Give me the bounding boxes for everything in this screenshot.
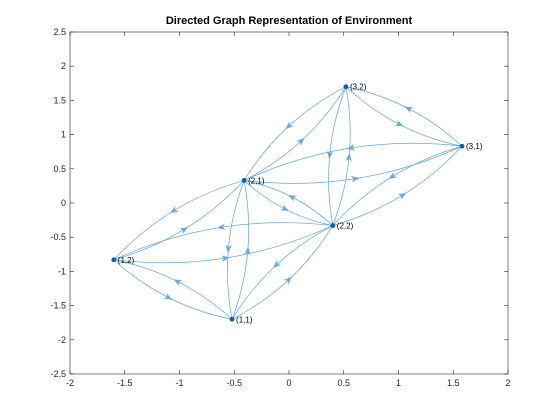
axis-ticks: -2 -1.5 -1 -0.5 0 0.5 1 1.5 2-2.5-2-1.5-1-0.500.…: [50, 27, 510, 388]
edge-arrow: [388, 172, 397, 179]
edge-arrow: [346, 144, 356, 151]
edge-arrow: [280, 204, 289, 212]
y-tick-label: 0.5: [53, 164, 66, 174]
x-tick-label: -1.5: [117, 378, 133, 388]
edge-arrow: [283, 276, 292, 285]
x-tick-label: 1: [396, 378, 401, 388]
edge-arrow: [394, 119, 404, 127]
edge-arrow: [326, 150, 334, 160]
edge-arrow: [296, 137, 305, 146]
node-label: (2,2): [337, 222, 354, 231]
node-2,2: [330, 223, 336, 228]
node-1,2: [111, 257, 117, 263]
node-3,1: [459, 143, 465, 149]
y-tick-label: 2: [61, 61, 66, 71]
edge-arrow: [404, 106, 414, 114]
y-tick-label: 1: [61, 130, 66, 140]
edge-arrow: [179, 227, 188, 235]
x-tick-label: 0: [286, 378, 291, 388]
edge-arrow: [345, 153, 352, 162]
plot-area: [69, 31, 509, 375]
edge-arrow: [272, 260, 281, 269]
y-tick-label: -2: [58, 335, 66, 345]
x-tick-label: -1: [175, 378, 183, 388]
edge-arrow: [225, 244, 232, 253]
y-tick-label: -1.5: [50, 301, 66, 311]
node-label: (2,1): [248, 176, 265, 185]
node-label: (3,1): [466, 142, 483, 151]
edge-arrow: [169, 206, 179, 214]
x-tick-label: 0.5: [337, 378, 350, 388]
node-label: (3,2): [350, 83, 367, 92]
edge-arrow: [288, 194, 297, 202]
edge-arrow: [221, 255, 230, 262]
edge-arrow: [351, 176, 360, 183]
chart-title: Directed Graph Representation of Environ…: [166, 15, 413, 27]
edge-arrow: [397, 192, 407, 200]
y-tick-label: 0: [61, 198, 66, 208]
y-tick-label: 2.5: [53, 27, 66, 37]
node-label: (1,1): [236, 315, 253, 324]
x-tick-label: 2: [505, 378, 510, 388]
x-tick-label: -0.5: [226, 378, 242, 388]
node-3,2: [343, 84, 349, 90]
node-2,1: [241, 178, 247, 183]
y-tick-label: -0.5: [50, 232, 66, 242]
edge-arrow: [285, 121, 294, 130]
edge-arrow: [216, 223, 226, 230]
y-tick-label: 1.5: [53, 95, 66, 105]
edge-arrow: [163, 293, 173, 300]
edge-arrow: [244, 246, 251, 255]
y-tick-label: -2.5: [50, 369, 66, 379]
x-tick-label: 1.5: [447, 378, 460, 388]
x-tick-label: -2: [66, 378, 74, 388]
edge-arrows: [163, 106, 414, 300]
node-1,1: [229, 316, 235, 322]
y-tick-label: -1: [58, 266, 66, 276]
edge-arrow: [173, 279, 183, 286]
nodes: (1,1) (1,2) (2,1) (2,2) (3,1) (3,2): [111, 83, 483, 324]
node-label: (1,2): [118, 256, 135, 265]
